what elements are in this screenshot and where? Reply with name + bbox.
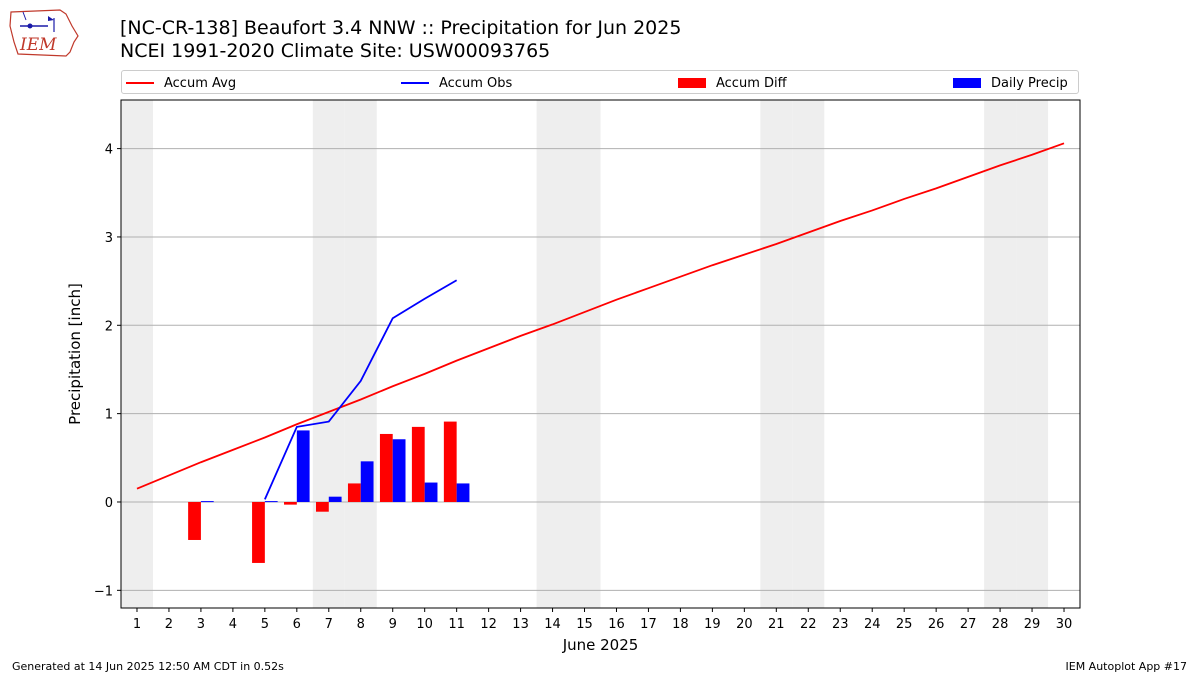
bar-daily-precip-11 — [456, 483, 470, 502]
bar-daily-precip-5 — [264, 501, 278, 503]
line-accum-avg — [136, 142, 1065, 490]
bar-daily-precip-7 — [328, 496, 342, 502]
x-tick-label-12: 12 — [480, 617, 497, 632]
x-tick-label-2: 2 — [165, 617, 173, 632]
x-tick-label-21: 21 — [768, 617, 785, 632]
weekend-band-15 — [568, 100, 601, 608]
bar-accum-diff-10 — [411, 426, 425, 502]
line-accum-obs — [264, 279, 458, 500]
x-tick-label-24: 24 — [864, 617, 881, 632]
y-tick-label-0: 0 — [105, 496, 113, 511]
x-tick-label-17: 17 — [640, 617, 657, 632]
logo-text: IEM — [19, 35, 57, 55]
x-tick-label-8: 8 — [357, 617, 365, 632]
series-lines — [136, 142, 1065, 500]
x-tick-label-7: 7 — [325, 617, 333, 632]
bar-accum-diff-3 — [188, 501, 201, 540]
chart-legend: Accum Avg Accum Obs Accum Diff Daily Pre… — [121, 70, 1079, 94]
x-tick-label-13: 13 — [512, 617, 529, 632]
legend-swatch-accum-diff — [678, 78, 706, 88]
x-tick-label-14: 14 — [544, 617, 561, 632]
x-tick-label-29: 29 — [1024, 617, 1041, 632]
weekend-band-29 — [1016, 100, 1049, 608]
weekend-band-1 — [121, 100, 153, 608]
generated-timestamp: Generated at 14 Jun 2025 12:50 AM CDT in… — [12, 660, 284, 673]
x-tick-label-16: 16 — [608, 617, 625, 632]
x-tick-label-20: 20 — [736, 617, 753, 632]
legend-label-daily-precip: Daily Precip — [991, 75, 1068, 91]
legend-label-accum-obs: Accum Obs — [439, 75, 513, 91]
weekend-band-22 — [792, 100, 825, 608]
bars — [188, 421, 470, 563]
bar-daily-precip-9 — [392, 439, 406, 502]
x-tick-label-3: 3 — [197, 617, 205, 632]
x-tick-label-11: 11 — [448, 617, 465, 632]
weekend-bands — [121, 100, 1049, 608]
x-tick-label-5: 5 — [261, 617, 269, 632]
x-tick-label-19: 19 — [704, 617, 721, 632]
bar-accum-diff-9 — [379, 433, 393, 502]
bar-accum-diff-11 — [443, 421, 457, 502]
legend-item-accum-avg: Accum Avg — [126, 74, 236, 92]
x-tick-label-27: 27 — [960, 617, 977, 632]
x-axis-label: June 2025 — [562, 636, 639, 654]
y-tick-label--1: −1 — [94, 584, 113, 599]
chart-title: [NC-CR-138] Beaufort 3.4 NNW :: Precipit… — [120, 17, 682, 39]
chart-subtitle: NCEI 1991-2020 Climate Site: USW00093765 — [120, 40, 551, 62]
x-tick-label-9: 9 — [389, 617, 397, 632]
weekend-band-28 — [984, 100, 1017, 608]
weekend-band-8 — [344, 100, 377, 608]
bar-accum-diff-7 — [315, 501, 329, 512]
x-tick-label-23: 23 — [832, 617, 849, 632]
legend-label-accum-avg: Accum Avg — [164, 75, 237, 91]
bar-daily-precip-3 — [200, 501, 214, 503]
weekend-band-21 — [760, 100, 793, 608]
x-tick-label-18: 18 — [672, 617, 689, 632]
iem-logo: IEM — [9, 9, 79, 57]
bar-daily-precip-6 — [296, 430, 310, 502]
weekend-band-7 — [312, 100, 345, 608]
legend-item-daily-precip: Daily Precip — [953, 74, 1068, 92]
y-tick-label-3: 3 — [105, 231, 113, 246]
bar-accum-diff-6 — [284, 501, 297, 505]
legend-swatch-daily-precip — [953, 78, 981, 88]
x-tick-label-10: 10 — [416, 617, 433, 632]
x-tick-label-28: 28 — [992, 617, 1009, 632]
x-tick-label-15: 15 — [576, 617, 593, 632]
x-tick-label-6: 6 — [293, 617, 301, 632]
legend-label-accum-diff: Accum Diff — [716, 75, 787, 91]
legend-item-accum-obs: Accum Obs — [401, 74, 512, 92]
legend-item-accum-diff: Accum Diff — [678, 74, 787, 92]
x-tick-label-25: 25 — [896, 617, 913, 632]
grid-lines — [121, 148, 1080, 591]
y-axis-ticks: −1 0 1 2 3 4 — [94, 143, 121, 599]
y-tick-label-1: 1 — [105, 408, 113, 423]
legend-swatch-accum-avg — [126, 82, 154, 84]
bar-daily-precip-10 — [424, 482, 438, 502]
x-tick-label-4: 4 — [229, 617, 237, 632]
x-tick-label-26: 26 — [928, 617, 945, 632]
legend-swatch-accum-obs — [401, 82, 429, 84]
bar-accum-diff-5 — [252, 501, 265, 563]
y-tick-label-2: 2 — [105, 319, 113, 334]
bar-daily-precip-8 — [360, 461, 374, 502]
x-tick-label-30: 30 — [1056, 617, 1073, 632]
x-tick-label-1: 1 — [133, 617, 141, 632]
bar-accum-diff-8 — [347, 483, 361, 502]
plot-frame — [120, 99, 1081, 609]
app-label: IEM Autoplot App #17 — [1065, 660, 1188, 673]
y-tick-label-4: 4 — [105, 143, 113, 158]
x-axis-ticks: 1 2 3 4 5 6 7 8 9 10 11 12 13 14 15 16 17 18 19 20 21 22 23 24 2… — [133, 608, 1072, 632]
y-axis-label: Precipitation [inch] — [66, 283, 84, 425]
weekend-band-14 — [536, 100, 569, 608]
x-tick-label-22: 22 — [800, 617, 817, 632]
